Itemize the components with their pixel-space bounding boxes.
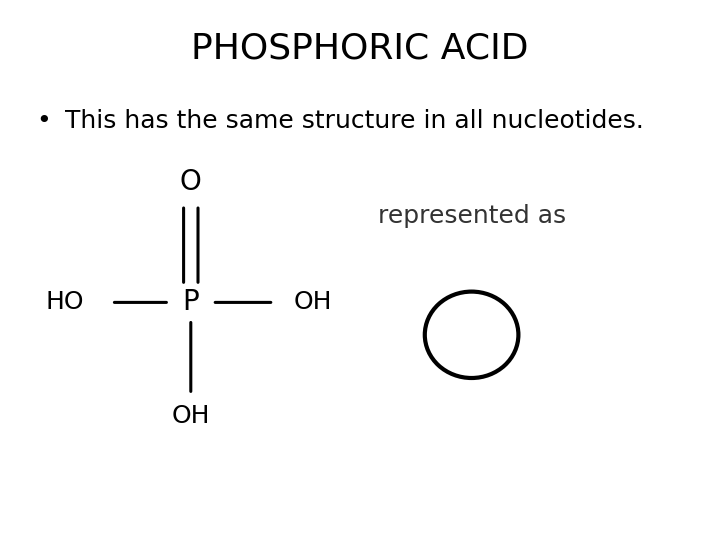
Text: P: P	[182, 288, 199, 316]
Text: O: O	[180, 168, 202, 196]
Text: HO: HO	[45, 291, 84, 314]
Text: OH: OH	[294, 291, 333, 314]
Text: •: •	[36, 110, 50, 133]
Text: PHOSPHORIC ACID: PHOSPHORIC ACID	[192, 32, 528, 65]
Text: represented as: represented as	[377, 204, 566, 228]
Text: OH: OH	[171, 404, 210, 428]
Text: This has the same structure in all nucleotides.: This has the same structure in all nucle…	[65, 110, 644, 133]
